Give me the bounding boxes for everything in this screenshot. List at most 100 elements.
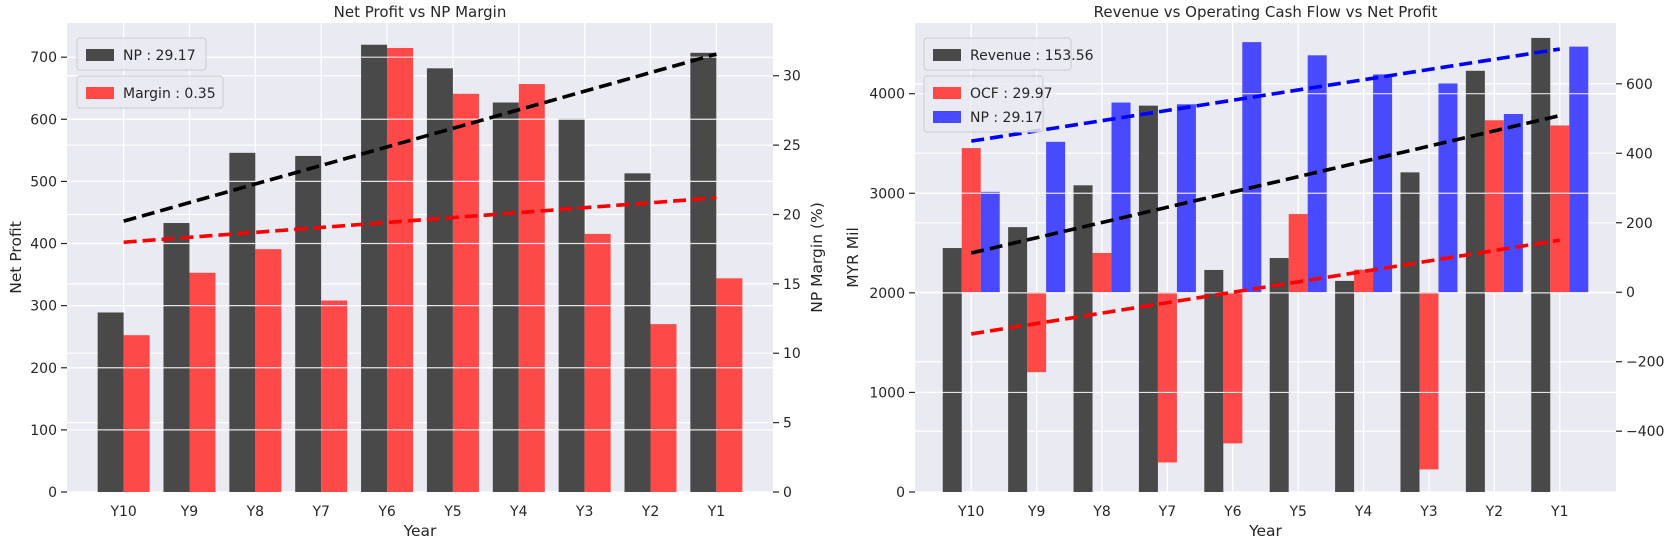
legend: Revenue : 153.56 OCF : 29.97 NP : 29.17 <box>923 37 1094 133</box>
x-tick-label: Y8 <box>1092 504 1110 520</box>
bar <box>1438 83 1458 293</box>
bar <box>1400 172 1420 493</box>
y-tick-label: 4000 <box>869 87 905 103</box>
y-right-tick-label: −400 <box>1626 424 1664 440</box>
y-axis-right: −400 −200 0 200 400 600 <box>1616 77 1664 440</box>
bar <box>1157 292 1177 463</box>
y-right-tick-label: 15 <box>783 277 801 293</box>
x-tick-label: Y6 <box>377 504 396 520</box>
bar <box>1138 105 1158 493</box>
x-tick-label: Y5 <box>1288 504 1306 520</box>
chart-title: Revenue vs Operating Cash Flow vs Net Pr… <box>1094 3 1438 21</box>
bar <box>1269 257 1289 492</box>
y-tick-label: 1000 <box>869 385 905 401</box>
y-axis-label: Net Profit <box>7 221 25 294</box>
bar <box>229 152 256 492</box>
bar <box>255 249 282 492</box>
chart-2: 0 1000 2000 3000 4000 −400 −200 0 200 400 600 Y10 Y9… <box>844 3 1664 540</box>
bar <box>1092 252 1112 293</box>
trendline-1 <box>970 113 1561 255</box>
legend-swatch <box>86 49 114 61</box>
bar <box>1503 114 1523 293</box>
legend-label: OCF : 29.97 <box>970 86 1053 102</box>
y-tick-label: 700 <box>30 50 57 66</box>
y-right-tick-label: 25 <box>783 138 801 154</box>
y-tick-label: 2000 <box>869 286 905 302</box>
x-tick-label: Y4 <box>509 504 528 520</box>
x-tick-label: Y4 <box>1354 504 1373 520</box>
bar <box>716 278 743 492</box>
trendline-2 <box>123 196 717 245</box>
y-right-tick-label: 200 <box>1626 216 1653 232</box>
bar <box>1242 42 1262 293</box>
legend-swatch <box>933 49 961 61</box>
legend-box <box>76 37 207 71</box>
y-right-tick-label: 0 <box>783 485 792 501</box>
y-tick-label: 0 <box>896 485 905 501</box>
bar <box>1176 104 1196 293</box>
y-axis-right: 0 5 10 15 20 25 30 <box>773 69 801 501</box>
series-1 <box>942 37 1551 493</box>
bar <box>942 248 962 492</box>
legend-label: NP : 29.17 <box>123 48 196 64</box>
y-right-tick-label: 20 <box>783 207 801 223</box>
y-tick-label: 100 <box>30 423 57 439</box>
bar <box>295 155 322 492</box>
y-tick-label: 600 <box>30 112 57 128</box>
y-right-tick-label: 30 <box>783 69 801 85</box>
y-right-tick-label: 600 <box>1626 77 1653 93</box>
legend-label: Revenue : 153.56 <box>970 48 1094 64</box>
bar <box>1046 141 1066 293</box>
bar <box>189 272 216 492</box>
y-right-axis-label: NP Margin (%) <box>808 202 826 313</box>
series-3 <box>980 42 1589 293</box>
bar <box>163 223 190 492</box>
bar <box>690 52 717 492</box>
x-tick-label: Y1 <box>707 504 725 520</box>
legend-swatch <box>86 87 114 99</box>
x-axis-label: Year <box>403 522 437 540</box>
y-right-tick-label: −200 <box>1626 355 1664 371</box>
legend-box <box>76 75 224 109</box>
x-axis: Y10 Y9 Y8 Y7 Y6 Y5 Y4 Y3 Y2 Y1 <box>109 504 725 520</box>
trendline-2 <box>970 238 1561 336</box>
trendline-1 <box>123 52 717 223</box>
bar <box>1073 185 1093 492</box>
bar <box>1008 227 1028 492</box>
bar <box>1531 37 1551 492</box>
y-axis-label: MYR Mil <box>844 227 862 288</box>
y-tick-label: 0 <box>48 485 57 501</box>
bar <box>624 173 651 492</box>
y-tick-label: 300 <box>30 299 57 315</box>
bar <box>1569 46 1589 293</box>
bar <box>1419 292 1439 470</box>
grid-overlay <box>67 56 773 431</box>
bar <box>123 335 150 492</box>
bar <box>584 233 611 492</box>
legend-swatch <box>933 87 961 99</box>
y-right-tick-label: 400 <box>1626 146 1653 162</box>
legend-swatch <box>933 111 961 123</box>
legend-label: NP : 29.17 <box>970 110 1043 126</box>
bar <box>518 84 545 492</box>
bar <box>1484 120 1504 293</box>
y-right-tick-label: 10 <box>783 346 801 362</box>
bar <box>1373 74 1393 293</box>
y-right-tick-label: 5 <box>783 416 792 432</box>
bar <box>97 312 124 492</box>
x-tick-label: Y2 <box>1485 504 1503 520</box>
x-axis-label: Year <box>1248 522 1282 540</box>
y-right-tick-label: 0 <box>1626 285 1635 301</box>
bar <box>1465 70 1485 493</box>
bar <box>980 191 1000 293</box>
bar <box>452 93 479 493</box>
bar <box>650 324 677 492</box>
x-tick-label: Y8 <box>246 504 264 520</box>
x-tick-label: Y9 <box>180 504 198 520</box>
y-tick-label: 3000 <box>869 186 905 202</box>
x-tick-label: Y2 <box>641 504 659 520</box>
legend-box <box>923 37 1072 71</box>
y-tick-label: 500 <box>30 174 57 190</box>
